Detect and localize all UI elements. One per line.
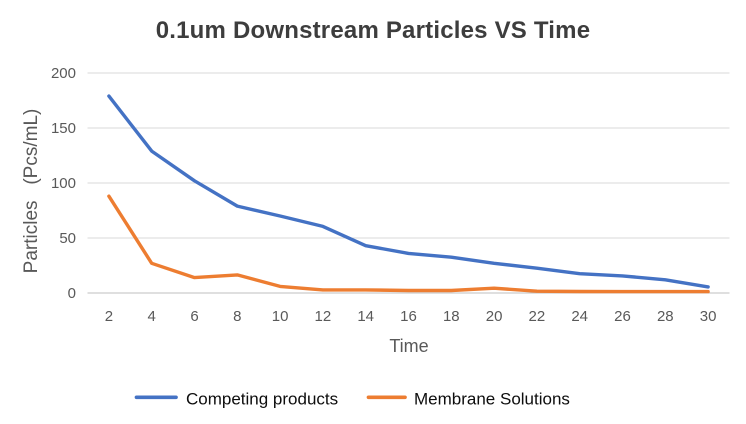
svg-text:26: 26 [614, 308, 631, 325]
svg-text:Competing products: Competing products [186, 389, 338, 408]
svg-text:8: 8 [233, 308, 241, 325]
svg-text:Particles (Pcs/mL): Particles (Pcs/mL) [21, 109, 42, 274]
svg-text:50: 50 [59, 230, 76, 247]
svg-text:150: 150 [51, 120, 76, 137]
svg-text:4: 4 [148, 308, 156, 325]
svg-text:200: 200 [51, 65, 76, 82]
svg-text:28: 28 [657, 308, 674, 325]
svg-text:30: 30 [700, 308, 717, 325]
svg-text:2: 2 [105, 308, 113, 325]
svg-text:18: 18 [443, 308, 460, 325]
svg-text:0: 0 [68, 285, 76, 302]
svg-text:100: 100 [51, 175, 76, 192]
svg-text:Membrane Solutions: Membrane Solutions [414, 389, 570, 408]
svg-text:Time: Time [389, 336, 428, 356]
svg-text:12: 12 [315, 308, 332, 325]
svg-text:6: 6 [190, 308, 198, 325]
svg-text:10: 10 [272, 308, 289, 325]
svg-text:16: 16 [400, 308, 417, 325]
svg-text:22: 22 [529, 308, 546, 325]
svg-text:14: 14 [357, 308, 374, 325]
svg-text:24: 24 [571, 308, 588, 325]
svg-text:0.1um Downstream Particles VS: 0.1um Downstream Particles VS Time [156, 17, 591, 44]
svg-text:20: 20 [486, 308, 503, 325]
